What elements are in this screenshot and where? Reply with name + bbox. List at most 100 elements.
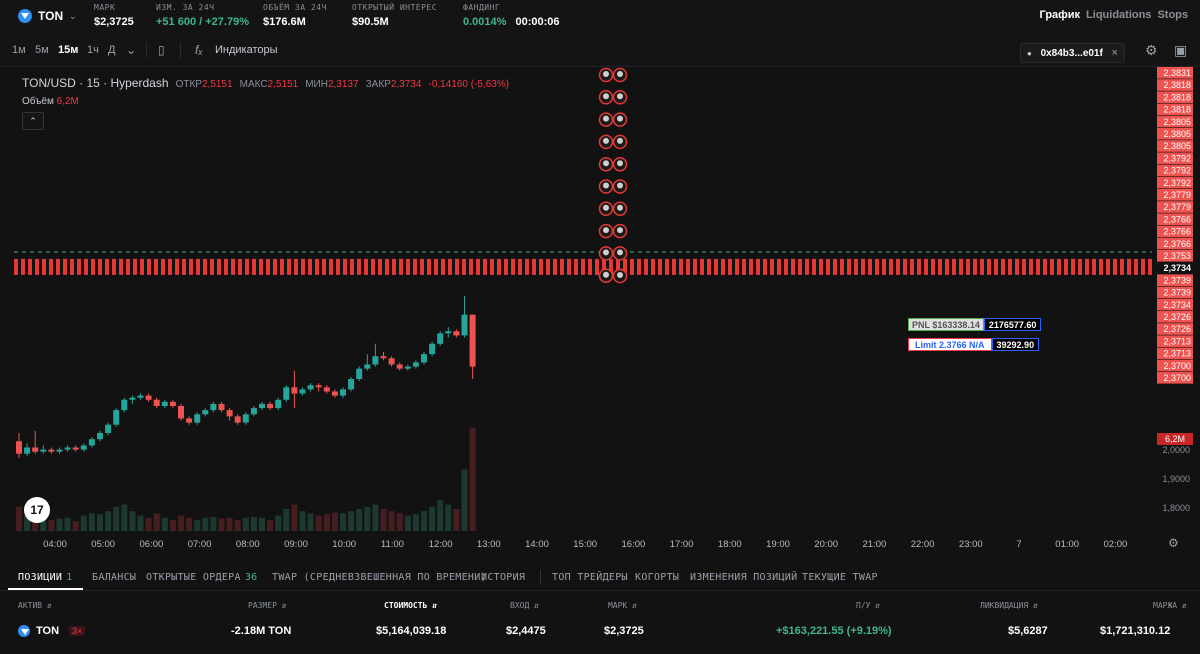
liquidation-stripe bbox=[322, 258, 326, 275]
candle-type-icon[interactable]: ▯ bbox=[158, 43, 165, 57]
camera-icon[interactable]: ▣ bbox=[1174, 42, 1188, 58]
close-icon[interactable]: × bbox=[1111, 47, 1118, 59]
asset-selector[interactable]: TON ⌄ bbox=[18, 9, 77, 23]
liquidation-stripe bbox=[343, 258, 347, 275]
wallet-chip[interactable]: ● 0x84b3...e01f × bbox=[1020, 43, 1125, 63]
leverage-badge: 3× bbox=[69, 626, 86, 636]
price-axis-tag: 2,3713 bbox=[1157, 347, 1193, 360]
skull-icon bbox=[617, 160, 623, 167]
volume-bar bbox=[421, 511, 427, 531]
time-axis-label: 05:00 bbox=[91, 539, 115, 550]
col-asset[interactable]: АКТИВ ⇵ bbox=[18, 601, 52, 610]
tab-twap[interactable]: TWAP (СРЕДНЕВЗВЕШЕННАЯ ПО ВРЕМЕНИ) bbox=[272, 572, 487, 583]
price-tag-bg bbox=[1157, 79, 1193, 91]
candle-body bbox=[121, 399, 128, 411]
liquidation-stripe bbox=[686, 258, 690, 275]
liquidation-stripe bbox=[679, 258, 683, 275]
liquidation-stripe bbox=[700, 258, 704, 275]
liquidation-stripe bbox=[266, 258, 270, 275]
reset-chart-icon[interactable]: ⚙ bbox=[1168, 536, 1179, 550]
price-axis-tag: 2,3700 bbox=[1157, 359, 1193, 372]
liquidation-stripe bbox=[448, 258, 452, 275]
timeframe-1h[interactable]: 1ч bbox=[87, 44, 99, 56]
stat-value-row: 0.0014% 00:00:06 bbox=[463, 16, 560, 28]
timeframe-day[interactable]: Д bbox=[108, 44, 116, 56]
settings-icon[interactable]: ⚙ bbox=[1145, 42, 1158, 58]
tab-balances[interactable]: БАЛАНСЫ bbox=[92, 572, 137, 583]
tab-cohorts[interactable]: КОГОРТЫ bbox=[635, 572, 680, 583]
volume-bar bbox=[437, 500, 444, 531]
row-mark: $2,3725 bbox=[604, 625, 644, 637]
divider bbox=[540, 570, 541, 584]
collapse-legend-button[interactable]: ⌃ bbox=[22, 112, 44, 130]
candle-body bbox=[267, 403, 274, 409]
col-pnl[interactable]: П/У ⇵ bbox=[856, 601, 881, 610]
tab-current-twap[interactable]: ТЕКУЩИЕ TWAP bbox=[802, 572, 878, 583]
liquidation-stripe bbox=[581, 258, 585, 275]
liquidation-stripe bbox=[280, 258, 284, 275]
price-tag-bg bbox=[1157, 335, 1193, 347]
indicators-button[interactable]: Индикаторы bbox=[215, 44, 278, 56]
price-tag-bg bbox=[1157, 347, 1193, 360]
time-axis-label: 21:00 bbox=[863, 539, 887, 550]
skull-icon bbox=[603, 227, 609, 234]
tab-open-orders[interactable]: ОТКРЫТЫЕ ОРДЕРА 36 bbox=[146, 572, 257, 583]
col-liquidation[interactable]: ЛИКВИДАЦИЯ ⇵ bbox=[980, 601, 1038, 610]
indicators-icon[interactable]: fₓ bbox=[195, 43, 203, 57]
liquidation-stripe bbox=[861, 258, 865, 275]
price-chart[interactable]: 2,3831 2,3818 2,3818 2,3818 2,3805 2,3805 2,38… bbox=[0, 66, 1200, 556]
liquidation-stripe bbox=[1148, 258, 1152, 275]
tradingview-logo-icon[interactable]: 17 bbox=[24, 497, 50, 523]
skull-icon bbox=[617, 115, 623, 122]
liquidation-stripe bbox=[1071, 258, 1075, 275]
volume-bar bbox=[178, 515, 184, 531]
volume-bar bbox=[169, 520, 176, 531]
current-price-label: 2,3734 bbox=[1163, 263, 1191, 273]
candle-body bbox=[40, 449, 47, 452]
liquidation-stripe bbox=[1141, 258, 1145, 275]
legend-close-label: ЗАКР bbox=[365, 79, 391, 90]
skull-icon bbox=[603, 93, 609, 100]
liquidation-stripe bbox=[196, 258, 200, 275]
volume-tag-label: 6,2M bbox=[1165, 434, 1185, 444]
asset-name: TON bbox=[36, 625, 60, 637]
timeframe-5m[interactable]: 5м bbox=[35, 44, 49, 56]
volume-bar bbox=[429, 506, 436, 531]
current-price-bg bbox=[1157, 261, 1193, 274]
price-tag-label: 2,3805 bbox=[1163, 141, 1191, 151]
skull-icon bbox=[603, 160, 609, 167]
col-entry[interactable]: ВХОД ⇵ bbox=[510, 601, 539, 610]
timeframe-dropdown-icon[interactable]: ⌄ bbox=[126, 43, 137, 57]
liquidation-stripe bbox=[1106, 258, 1110, 275]
row-asset[interactable]: TON 3× bbox=[18, 625, 86, 637]
tab-stops[interactable]: Stops bbox=[1157, 9, 1188, 21]
col-margin[interactable]: МАРЖА ⇵ bbox=[1153, 601, 1187, 610]
liquidation-stripe bbox=[350, 258, 354, 275]
liquidation-stripe bbox=[245, 258, 249, 275]
legend-close: 2,3734 bbox=[390, 79, 422, 90]
time-axis-label: 20:00 bbox=[814, 539, 838, 550]
tab-history[interactable]: ИСТОРИЯ bbox=[481, 572, 526, 583]
tab-liquidations[interactable]: Liquidations bbox=[1086, 9, 1152, 21]
col-size[interactable]: РАЗМЕР ⇵ bbox=[248, 601, 287, 610]
timeframe-1m[interactable]: 1м bbox=[12, 44, 26, 56]
tab-positions[interactable]: ПОЗИЦИИ 1 bbox=[18, 572, 73, 583]
candle-body bbox=[299, 389, 306, 394]
stat-change-24h: ИЗМ. ЗА 24Ч +51 600 / +27.79% bbox=[156, 3, 249, 28]
candle-body bbox=[429, 343, 436, 355]
candle-body bbox=[80, 445, 87, 450]
tab-position-changes[interactable]: ИЗМЕНЕНИЯ ПОЗИЦИЙ bbox=[690, 572, 798, 583]
timeframe-15m[interactable]: 15м bbox=[58, 44, 79, 56]
liquidation-stripe bbox=[399, 258, 403, 275]
col-value[interactable]: СТОИМОСТЬ ⇵ bbox=[384, 601, 437, 610]
liquidation-stripe bbox=[21, 258, 25, 275]
ton-logo-icon bbox=[18, 625, 30, 637]
tab-chart[interactable]: График bbox=[1039, 9, 1081, 21]
col-mark[interactable]: МАРК ⇵ bbox=[608, 601, 637, 610]
liquidation-stripe bbox=[532, 258, 536, 275]
tab-top-traders[interactable]: ТОП ТРЕЙДЕРЫ bbox=[552, 572, 628, 583]
candle-body bbox=[259, 403, 265, 409]
candle-body bbox=[250, 408, 257, 415]
skull-icon bbox=[603, 115, 609, 122]
liquidation-stripe bbox=[385, 258, 389, 275]
